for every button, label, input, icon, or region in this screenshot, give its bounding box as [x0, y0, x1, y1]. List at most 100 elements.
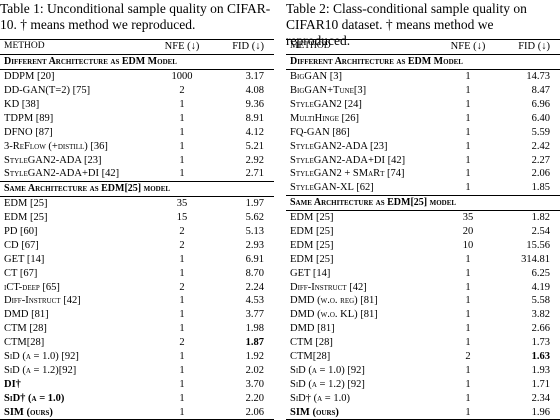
table-cell: 1 [465, 168, 471, 180]
table-cell: 1.96 [502, 405, 560, 420]
data-row: CTM[28] 2 1.63 [286, 350, 560, 364]
data-row: 3-ReFlow (+distill) [36] 1 5.21 [0, 139, 274, 153]
table-caption: Table 1: Unconditional sample quality on… [0, 1, 271, 32]
data-row: FQ-GAN [86] 1 5.59 [286, 125, 560, 139]
table-cell: 8.47 [531, 85, 550, 97]
table-cell: 1.63 [531, 351, 550, 363]
table-cell: 2 [179, 239, 185, 251]
table-cell: 1 [179, 140, 185, 152]
table-cell: 1000 [171, 71, 193, 83]
header-row: METHOD NFE (↓) FID (↓) [286, 39, 560, 55]
table-cell: 2.54 [531, 226, 550, 238]
table-cell: 8.91 [245, 112, 264, 124]
table-cell: BigGAN+Tune[3] [290, 85, 367, 97]
data-row: SIM (ours) 1 1.96 [286, 405, 560, 420]
table-cell: 1.73 [531, 337, 550, 349]
table-cell: StyleGAN2 [24] [290, 99, 362, 110]
data-row: PD [60] 2 5.13 [0, 225, 274, 239]
table-cell: 1 [465, 126, 471, 138]
table-cell: SIM (ours) [286, 405, 434, 420]
table-cell: 1 [465, 112, 471, 124]
table-cell: StyleGAN2-ADA+DI [42] [290, 154, 406, 166]
header-cell: METHOD [286, 39, 434, 55]
table-cell: 1.98 [245, 323, 264, 335]
table-cell: 314.81 [521, 253, 550, 265]
table-cell: EDM [25] [4, 212, 48, 224]
data-row: StyleGAN2 [24] 1 6.96 [286, 98, 560, 112]
section-title: Different Architecture as EDM Model [286, 54, 560, 70]
data-row: StyleGAN2-ADA+DI [42] 1 2.27 [286, 153, 560, 167]
table-cell: 10 [462, 239, 474, 251]
table-cell: 1 [179, 378, 185, 390]
table-cell: 1 [179, 392, 185, 404]
results-table: METHOD NFE (↓) FID (↓) Different Architectu… [0, 39, 274, 420]
data-row: SiD (α = 1.0) [92] 1 1.93 [286, 363, 560, 377]
table-cell: 1.71 [531, 378, 550, 390]
table-cell: SIM (ours) [0, 405, 148, 420]
data-row: EDM [25] 10 15.56 [286, 238, 560, 252]
table-cell: 1 [465, 392, 471, 404]
table-cell: 5.13 [245, 226, 264, 238]
table-cell: 1 [465, 364, 471, 376]
table-cell: 4.08 [245, 85, 264, 97]
data-row: EDM [25] 35 1.97 [0, 196, 274, 210]
data-row: EDM [25] 1 314.81 [286, 252, 560, 266]
table-cell: 2.92 [245, 154, 264, 166]
table-cell: FQ-GAN [86] [290, 126, 350, 138]
table-cell: PD [60] [4, 226, 38, 238]
table-cell: SiD (α = 1.2) [92] [290, 378, 365, 390]
section-row: Different Architecture as EDM Model [0, 54, 274, 70]
table-cell: DMD (w.o. KL) [81] [290, 309, 378, 321]
data-row: StyleGAN2-ADA [23] 1 2.92 [0, 153, 274, 167]
table-cell: 2 [179, 226, 185, 238]
data-row: StyleGAN2-ADA+DI [42] 1 2.71 [0, 167, 274, 181]
table-cell: 3.82 [531, 309, 550, 321]
table-cell: 14.73 [526, 71, 550, 83]
table-cell: 1 [179, 126, 185, 138]
table-cell: TDPM [89] [4, 112, 54, 124]
data-row: StyleGAN-XL [62] 1 1.85 [286, 181, 560, 195]
header-cell: FID (↓) [502, 39, 560, 55]
table-cell: 8.70 [245, 267, 264, 279]
table-cell: SiD (α = 1.0) [92] [290, 364, 365, 376]
table-cell: 1 [179, 323, 185, 335]
table-cell: EDM [25] [290, 239, 334, 251]
table-cell: 1.92 [245, 351, 264, 363]
table-cell: CTM [28] [4, 323, 47, 335]
table-cell: 1 [179, 309, 185, 321]
section-row: Same Architecture as EDM[25] model [0, 180, 274, 197]
table-cell: 15 [176, 212, 188, 224]
table-cell: CT [67] [4, 267, 38, 279]
table-cell: 1.97 [245, 198, 264, 210]
table-cell: Diff-Instruct [42] [290, 281, 367, 293]
table-cell: 35 [462, 212, 474, 224]
table-cell: 4.19 [531, 281, 550, 293]
table-cell: 2 [465, 351, 471, 363]
table-cell: 1.85 [531, 182, 550, 194]
table-cell: 1 [465, 267, 471, 279]
table-cell: EDM [25] [290, 253, 334, 265]
table-cell: iCT-deep [65] [4, 281, 60, 293]
table-cell: 1 [148, 405, 216, 420]
table-cell: 2 [179, 281, 185, 293]
table-cell: DFNO [87] [4, 126, 53, 138]
table-cell: 1 [179, 112, 185, 124]
data-row: CTM[28] 2 1.87 [0, 336, 274, 350]
table-cell: 3.77 [245, 309, 264, 321]
table-cell: 1 [179, 364, 185, 376]
table-cell: 2 [179, 337, 185, 349]
table-cell: MultiHinge [26] [290, 112, 360, 124]
table-cell: 2.34 [531, 392, 550, 404]
section-row: Same Architecture as EDM[25] model [286, 194, 560, 211]
table-cell: 1 [179, 154, 185, 166]
table-cell: CTM [28] [290, 337, 333, 349]
table-cell: 1 [465, 99, 471, 110]
data-row: CTM [28] 1 1.98 [0, 322, 274, 336]
table-cell: EDM [25] [4, 198, 48, 210]
table-cell: 15.56 [526, 239, 550, 251]
results-table: METHOD NFE (↓) FID (↓) Different Architectu… [286, 39, 560, 420]
table-cell: 2.02 [245, 364, 264, 376]
table-cell: DMD [81] [290, 323, 335, 335]
